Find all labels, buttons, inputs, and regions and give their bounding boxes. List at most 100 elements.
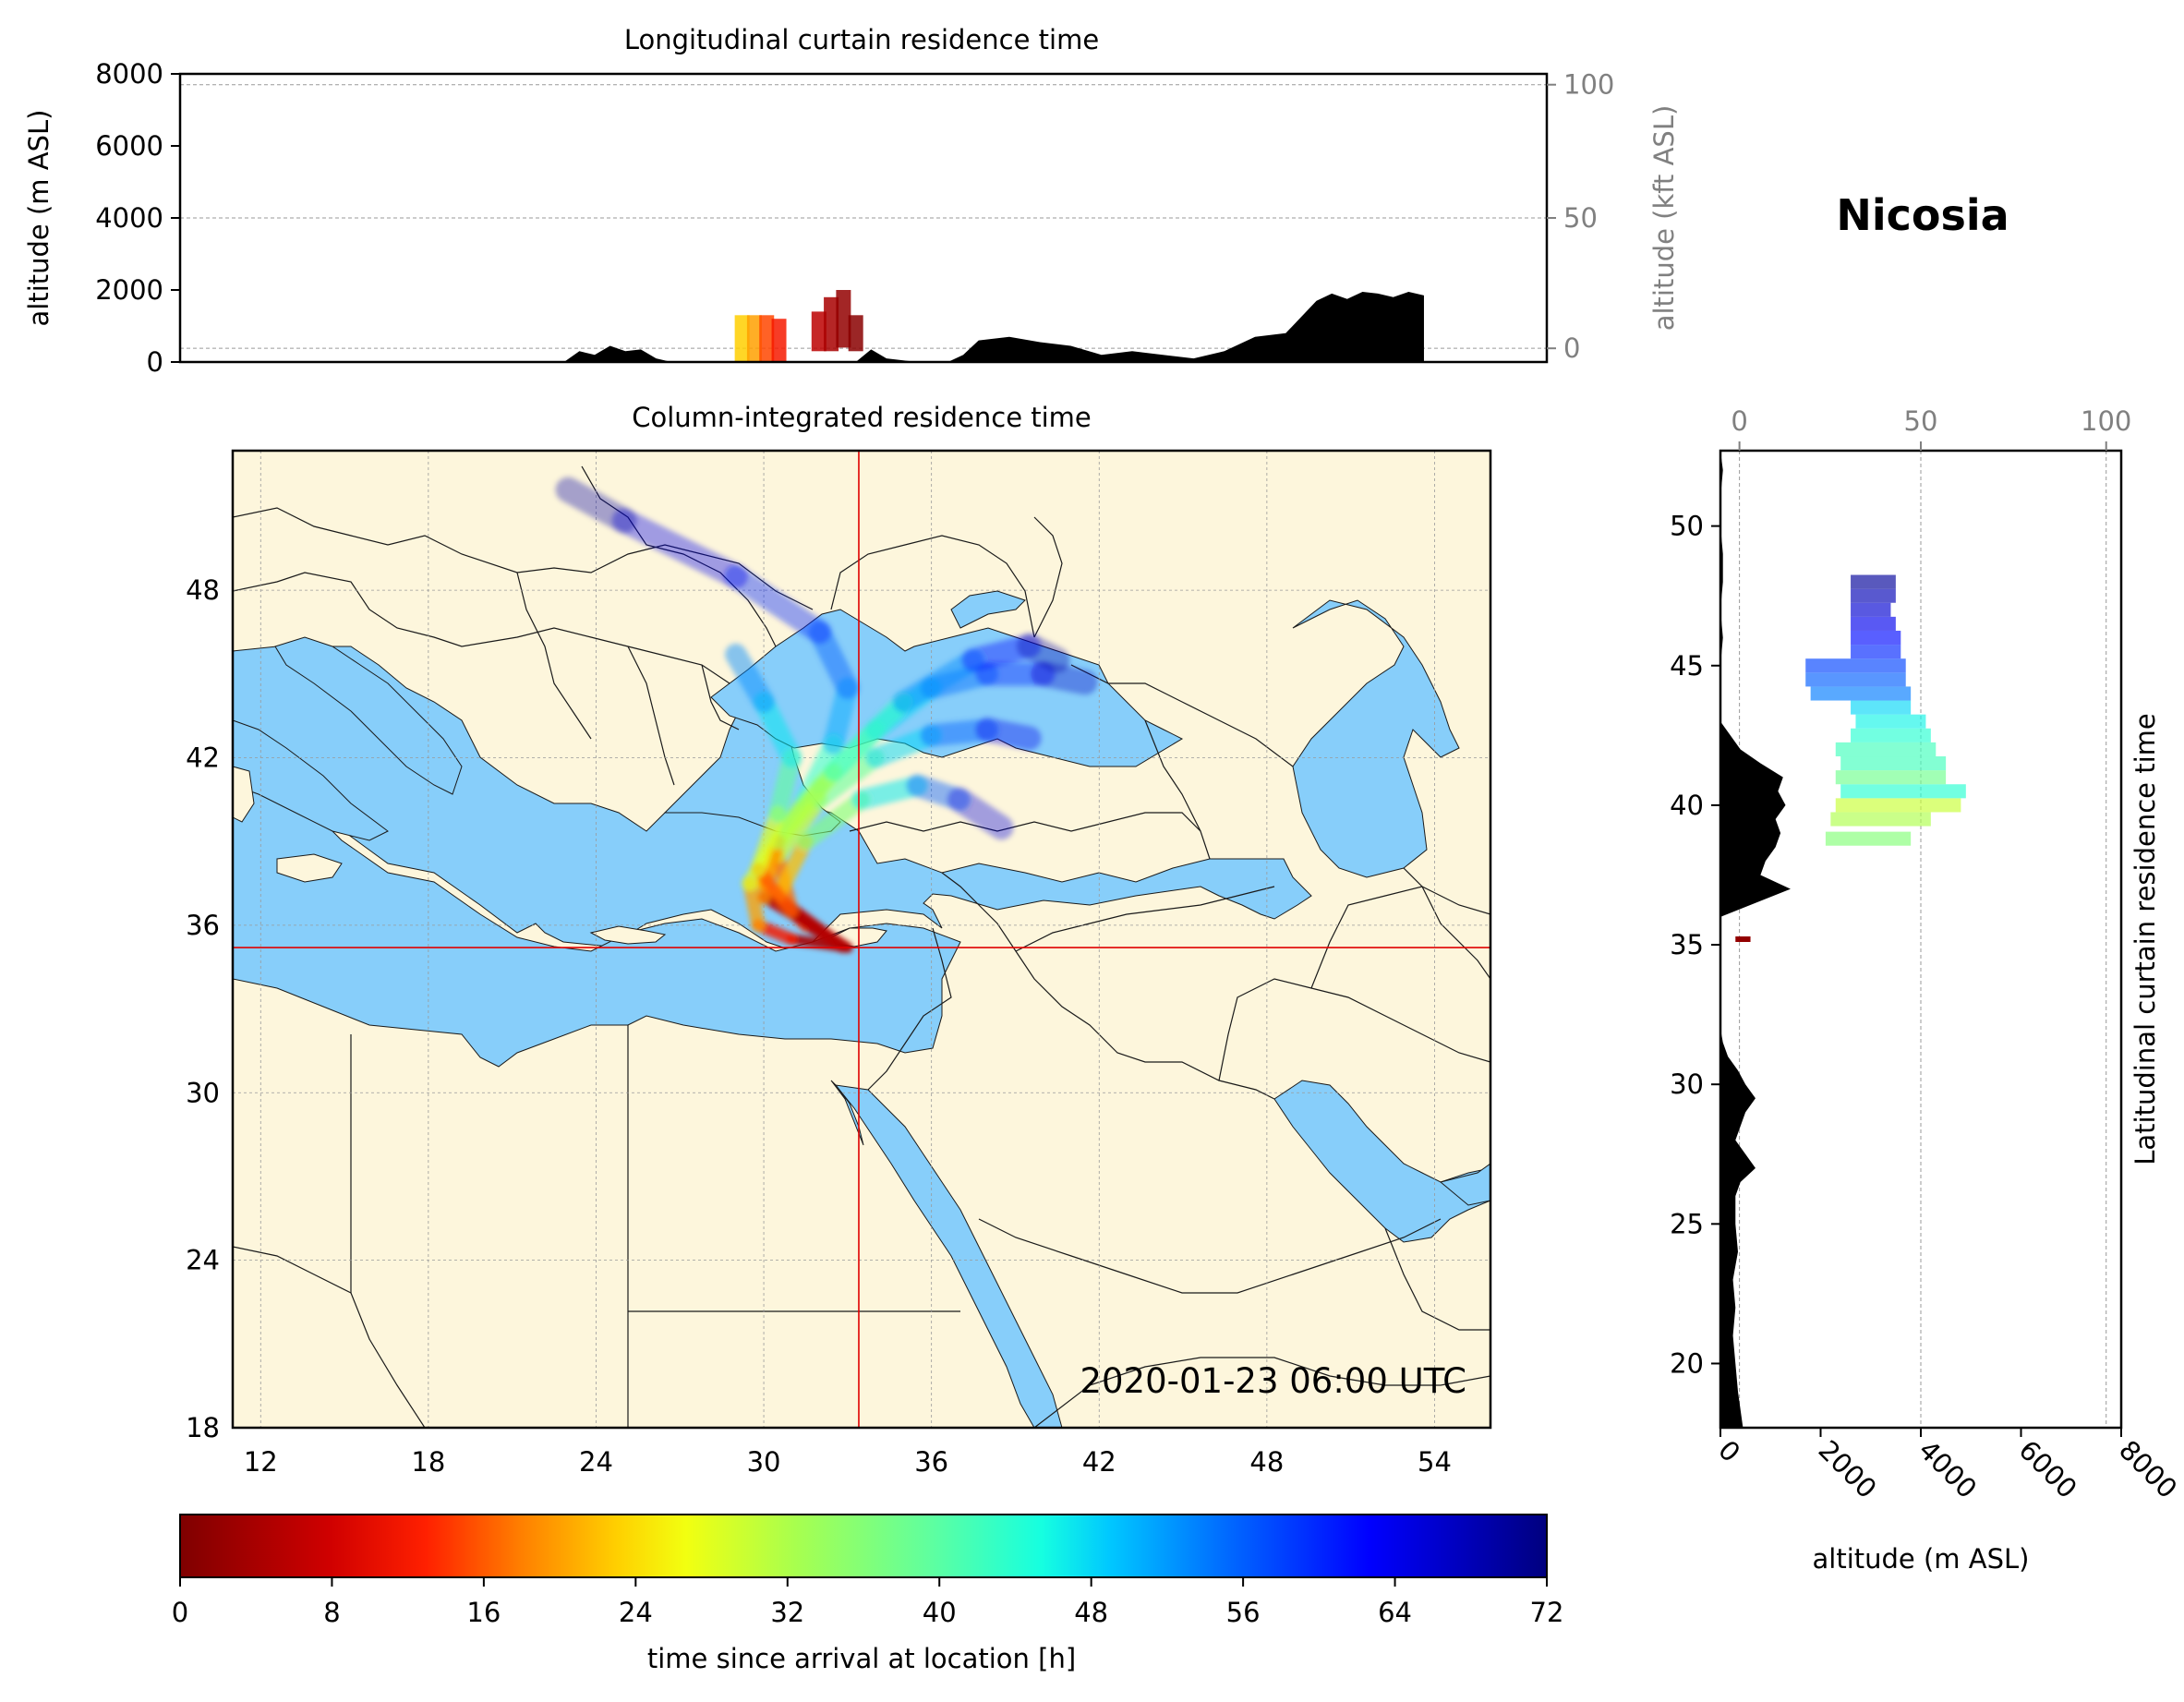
side-ytick-label: 30 [1670,1068,1704,1100]
top-plume-column [824,296,839,352]
top-plume-column [811,311,827,352]
top-ytick-right-label: 100 [1563,69,1614,101]
sea-of-azov [950,590,1026,629]
tyrrhenian-sea [233,719,389,841]
mediterranean-sea [233,646,1312,952]
top-ytick-label: 4000 [95,202,163,234]
top-ytick-right-label: 0 [1563,332,1580,364]
map-axes-frame [231,449,1492,1430]
gulf-of-suez [830,1080,864,1146]
trajectory-segment [724,564,832,644]
top-ytick-label: 6000 [95,130,163,162]
colorbar-tick-label: 40 [923,1597,957,1628]
top-terrain-area [180,291,1424,362]
map-ytick-label: 48 [186,574,220,606]
colorbar-tick-label: 8 [323,1597,340,1628]
trajectory-segment [1016,633,1070,673]
colorbar-tick-label: 56 [1226,1597,1261,1628]
side-ytick-label: 45 [1670,650,1704,682]
side-plume-row [1851,700,1912,715]
side-xtick-label: 2000 [1813,1434,1883,1504]
side-ytick-label: 25 [1670,1208,1704,1239]
top-ytick-label: 8000 [95,58,163,90]
persian-gulf [1273,1080,1490,1243]
side-plume-row [1835,742,1937,757]
map-xtick-label: 48 [1249,1446,1284,1478]
trajectory-segment [769,763,842,851]
top-plume-column [759,315,775,362]
colorbar-label: time since arrival at location [h] [647,1643,1076,1674]
side-xlabel: altitude (m ASL) [1813,1543,2030,1575]
map-ytick-label: 42 [186,742,220,774]
colorbar-tick-label: 0 [172,1597,188,1628]
side-ytick-label: 40 [1670,790,1704,821]
longitudinal-curtain-panel: Longitudinal curtain residence time 0 200… [23,24,1680,378]
colorbar-tick-label: 48 [1074,1597,1108,1628]
colorbar-tick-label: 32 [770,1597,804,1628]
colorbar-gradient [179,1514,1548,1578]
top-ylabel: altitude (m ASL) [23,110,54,327]
top-ytick-label: 0 [147,346,163,378]
side-yticks: 20 25 30 35 40 45 50 [1670,511,1720,1379]
top-plume-column [746,315,762,362]
side-plume-row [1851,602,1891,617]
top-plume-column [848,315,863,352]
side-xtick-top-label: 100 [2081,405,2131,437]
top-plume-column [734,315,750,362]
trajectory-segment [786,906,853,953]
map-ytick-label: 18 [186,1412,220,1443]
trajectory-segment [611,508,748,589]
top-yticks-right: 0 50 100 [1547,69,1614,364]
trajectory-segment [892,649,984,713]
side-plume-row [1805,658,1906,673]
map-ytick-label: 36 [186,910,220,941]
colorbar-tick-label: 64 [1378,1597,1412,1628]
map-xtick-label: 42 [1082,1446,1116,1478]
islands [233,766,887,948]
top-ytick-label: 2000 [95,274,163,306]
side-plume-row [1851,588,1896,603]
side-plume-row [1855,714,1926,729]
side-plume-row [1810,686,1912,701]
release-crosshair [233,451,1490,1428]
map-xtick-label: 54 [1418,1446,1452,1478]
trajectory-segment [555,477,637,534]
side-ytick-label: 50 [1670,511,1704,542]
top-ylabel-right: altitude (kft ASL) [1648,105,1680,332]
side-xtick-label: 0 [1712,1434,1746,1468]
side-xtick-top-label: 50 [1904,405,1938,437]
top-panel-title: Longitudinal curtain residence time [624,24,1099,55]
mediterranean-south [233,756,961,1068]
map-ytick-label: 24 [186,1245,220,1276]
crete-island [589,925,667,945]
side-plume-row [1830,812,1931,827]
side-plume-row [1851,630,1901,646]
map-ytick-label: 30 [186,1077,220,1108]
timestamp-label: 2020-01-23 06:00 UTC [1080,1361,1466,1401]
colorbar-tick-label: 16 [466,1597,501,1628]
side-xtick-label: 8000 [2113,1434,2183,1504]
side-plume-layer [1735,574,1966,942]
colorbar-ticks: 0 8 16 24 32 40 48 56 64 72 [172,1577,1563,1628]
side-plume-row [1851,616,1896,631]
side-plume-row [1840,784,1966,799]
side-xtick-label: 4000 [1913,1434,1983,1504]
side-plume-row [1825,831,1912,846]
top-ytick-right-label: 50 [1563,202,1598,234]
top-plume-column [771,319,787,362]
trajectory-segment [810,748,886,809]
trajectory-layer [555,477,1098,953]
map-xtick-label: 18 [411,1446,445,1478]
colorbar-tick-label: 24 [619,1597,653,1628]
map-yticks: 18 24 30 36 42 48 [186,574,220,1443]
gulf-of-oman [1439,1163,1490,1206]
map-xtick-label: 30 [747,1446,781,1478]
side-xticks: 0 2000 4000 6000 8000 [1712,1428,2183,1504]
sardinia-island [233,766,255,823]
trajectory-segment [975,718,1042,751]
top-plume-layer [734,290,863,362]
colorbar: 0 8 16 24 32 40 48 56 64 72 time since arrival at… [172,1514,1563,1674]
trajectory-segment [796,791,871,851]
